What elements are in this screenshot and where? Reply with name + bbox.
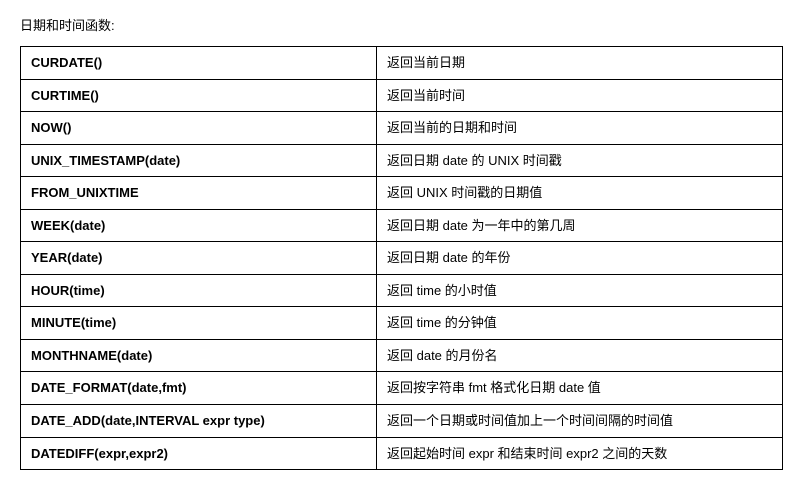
func-name-cell: MINUTE(time) (21, 307, 377, 340)
func-name-cell: YEAR(date) (21, 242, 377, 275)
table-row: DATE_ADD(date,INTERVAL expr type) 返回一个日期… (21, 405, 783, 438)
table-row: MINUTE(time) 返回 time 的分钟值 (21, 307, 783, 340)
table-row: MONTHNAME(date) 返回 date 的月份名 (21, 339, 783, 372)
func-desc-cell: 返回日期 date 为一年中的第几周 (377, 209, 783, 242)
func-name-cell: UNIX_TIMESTAMP(date) (21, 144, 377, 177)
func-name-cell: DATE_ADD(date,INTERVAL expr type) (21, 405, 377, 438)
func-desc-cell: 返回日期 date 的年份 (377, 242, 783, 275)
func-desc-cell: 返回日期 date 的 UNIX 时间戳 (377, 144, 783, 177)
table-row: NOW() 返回当前的日期和时间 (21, 112, 783, 145)
table-row: CURDATE() 返回当前日期 (21, 47, 783, 80)
func-desc-cell: 返回 date 的月份名 (377, 339, 783, 372)
table-row: CURTIME() 返回当前时间 (21, 79, 783, 112)
func-desc-cell: 返回按字符串 fmt 格式化日期 date 值 (377, 372, 783, 405)
table-row: UNIX_TIMESTAMP(date) 返回日期 date 的 UNIX 时间… (21, 144, 783, 177)
table-row: YEAR(date) 返回日期 date 的年份 (21, 242, 783, 275)
func-name-cell: DATE_FORMAT(date,fmt) (21, 372, 377, 405)
func-name-cell: DATEDIFF(expr,expr2) (21, 437, 377, 470)
func-desc-cell: 返回 UNIX 时间戳的日期值 (377, 177, 783, 210)
func-desc-cell: 返回当前的日期和时间 (377, 112, 783, 145)
func-desc-cell: 返回起始时间 expr 和结束时间 expr2 之间的天数 (377, 437, 783, 470)
func-desc-cell: 返回 time 的小时值 (377, 274, 783, 307)
table-row: WEEK(date) 返回日期 date 为一年中的第几周 (21, 209, 783, 242)
table-row: HOUR(time) 返回 time 的小时值 (21, 274, 783, 307)
func-name-cell: HOUR(time) (21, 274, 377, 307)
func-desc-cell: 返回当前时间 (377, 79, 783, 112)
func-name-cell: CURDATE() (21, 47, 377, 80)
func-name-cell: MONTHNAME(date) (21, 339, 377, 372)
table-row: DATE_FORMAT(date,fmt) 返回按字符串 fmt 格式化日期 d… (21, 372, 783, 405)
table-row: DATEDIFF(expr,expr2) 返回起始时间 expr 和结束时间 e… (21, 437, 783, 470)
func-desc-cell: 返回当前日期 (377, 47, 783, 80)
section-title: 日期和时间函数: (20, 15, 783, 34)
func-desc-cell: 返回一个日期或时间值加上一个时间间隔的时间值 (377, 405, 783, 438)
functions-table: CURDATE() 返回当前日期 CURTIME() 返回当前时间 NOW() … (20, 46, 783, 470)
func-name-cell: NOW() (21, 112, 377, 145)
func-name-cell: FROM_UNIXTIME (21, 177, 377, 210)
table-row: FROM_UNIXTIME 返回 UNIX 时间戳的日期值 (21, 177, 783, 210)
func-name-cell: CURTIME() (21, 79, 377, 112)
func-desc-cell: 返回 time 的分钟值 (377, 307, 783, 340)
func-name-cell: WEEK(date) (21, 209, 377, 242)
